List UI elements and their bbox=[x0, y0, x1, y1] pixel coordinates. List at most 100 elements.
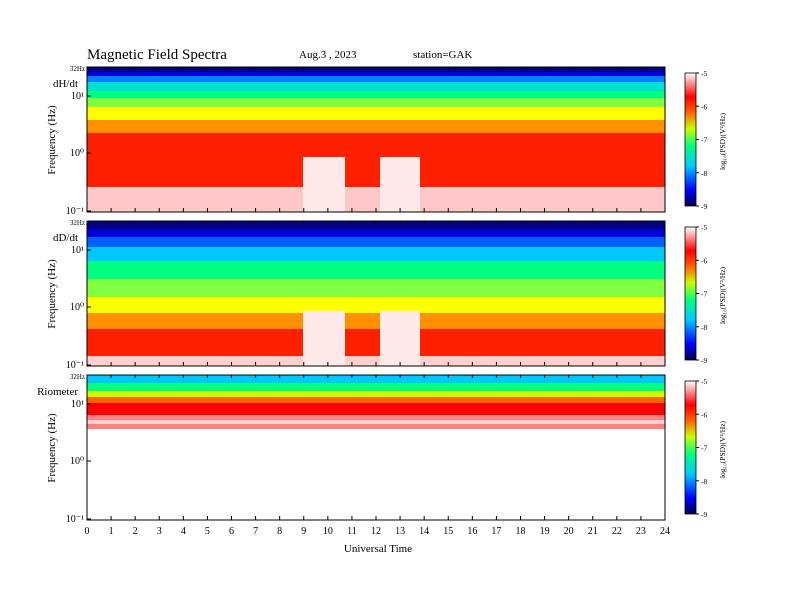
spectrogram-band bbox=[87, 420, 665, 424]
x-tick-label: 4 bbox=[181, 526, 186, 537]
spectrogram-band bbox=[87, 120, 665, 133]
colorbar-tick-label: -6 bbox=[701, 256, 707, 265]
spectrogram-band bbox=[87, 72, 665, 76]
colorbar-label: log₁₀(PSD)(V²/Hz) bbox=[718, 420, 727, 478]
spectrogram-band bbox=[87, 356, 665, 366]
spectrogram-band bbox=[87, 76, 665, 82]
colorbar-tick-label: -5 bbox=[701, 223, 707, 232]
quiet-region bbox=[380, 157, 420, 212]
x-tick-label: 19 bbox=[540, 526, 550, 537]
colorbar-tick-label: -8 bbox=[701, 323, 707, 332]
colorbar-tick-label: -7 bbox=[701, 290, 707, 299]
x-tick-label: 5 bbox=[205, 526, 210, 537]
quiet-region bbox=[380, 311, 420, 366]
spectrogram-band bbox=[87, 247, 665, 261]
colorbar bbox=[684, 226, 697, 361]
spectrogram-band bbox=[87, 329, 665, 356]
colorbar-label: log₁₀(PSD)(V²/Hz) bbox=[718, 112, 727, 170]
figure-date: Aug.3 , 2023 bbox=[299, 49, 357, 61]
spectrogram-band bbox=[87, 82, 665, 91]
colorbar-tick-label: -7 bbox=[701, 444, 707, 453]
x-tick-label: 13 bbox=[395, 526, 405, 537]
y-axis-label: Frequency (Hz) bbox=[46, 413, 58, 483]
y-axis-label: Frequency (Hz) bbox=[46, 105, 58, 175]
x-tick-label: 3 bbox=[157, 526, 162, 537]
x-tick-label: 8 bbox=[277, 526, 282, 537]
spectrogram-band bbox=[87, 279, 665, 297]
spectrogram-band bbox=[87, 297, 665, 313]
colorbar bbox=[684, 380, 697, 515]
top-frequency-label: 32Hz bbox=[70, 65, 85, 73]
x-tick-label: 2 bbox=[133, 526, 138, 537]
spectrogram-band bbox=[87, 261, 665, 279]
spectrogram-band bbox=[87, 229, 665, 237]
spectrogram-band bbox=[87, 391, 665, 397]
y-tick-label: 10¹ bbox=[71, 245, 84, 256]
panel-label: dH/dt bbox=[53, 78, 78, 90]
colorbar-tick-label: -8 bbox=[701, 169, 707, 178]
y-tick-label: 10¹ bbox=[71, 91, 84, 102]
x-tick-label: 7 bbox=[253, 526, 258, 537]
quiet-region bbox=[303, 311, 345, 366]
y-tick-label: 10⁻¹ bbox=[66, 360, 84, 371]
x-tick-label: 24 bbox=[660, 526, 670, 537]
colorbar-tick-label: -6 bbox=[701, 102, 707, 111]
colorbar-tick-label: -7 bbox=[701, 136, 707, 145]
colorbar-tick-label: -9 bbox=[701, 202, 707, 211]
spectrogram-band bbox=[87, 107, 665, 120]
x-tick-label: 14 bbox=[419, 526, 429, 537]
colorbar-label: log₁₀(PSD)(V²/Hz) bbox=[718, 266, 727, 324]
panel-label: Riometer bbox=[37, 386, 78, 398]
spectrogram-band bbox=[87, 397, 665, 403]
spectrogram-band bbox=[87, 313, 665, 329]
colorbar-tick-label: -8 bbox=[701, 477, 707, 486]
spectrogram-band bbox=[87, 383, 665, 391]
figure-title: Magnetic Field Spectra bbox=[87, 47, 227, 63]
y-tick-label: 10⁰ bbox=[70, 456, 84, 467]
spectrogram-image bbox=[87, 67, 665, 212]
spectrogram-panels: 32Hz dH/dt Frequency (Hz) 10¹ 10⁰ 10⁻¹ -5 -6 -7 -… bbox=[37, 65, 727, 537]
spectrogram-band bbox=[87, 429, 665, 520]
x-tick-label: 10 bbox=[323, 526, 333, 537]
spectrogram-band bbox=[87, 237, 665, 247]
y-tick-label: 10⁰ bbox=[70, 302, 84, 313]
spectrogram-band bbox=[87, 403, 665, 415]
colorbar-tick-label: -6 bbox=[701, 410, 707, 419]
x-tick-label: 21 bbox=[588, 526, 598, 537]
colorbar-tick-label: -5 bbox=[701, 377, 707, 386]
panel-label: dD/dt bbox=[53, 232, 78, 244]
spectrogram-band bbox=[87, 98, 665, 107]
x-tick-label: 6 bbox=[229, 526, 234, 537]
x-tick-label: 16 bbox=[467, 526, 477, 537]
x-tick-label: 23 bbox=[636, 526, 646, 537]
y-axis-label: Frequency (Hz) bbox=[46, 259, 58, 329]
spectrogram-band bbox=[87, 375, 665, 383]
colorbar-tick-label: -9 bbox=[701, 356, 707, 365]
x-tick-label: 11 bbox=[347, 526, 357, 537]
top-frequency-label: 32Hz bbox=[70, 373, 85, 381]
colorbar bbox=[684, 72, 697, 207]
x-axis-label: Universal Time bbox=[344, 543, 412, 555]
x-tick-label: 9 bbox=[301, 526, 306, 537]
x-tick-label: 18 bbox=[516, 526, 526, 537]
spectrogram-image bbox=[87, 375, 665, 520]
figure-station: station=GAK bbox=[413, 49, 472, 61]
x-tick-label: 22 bbox=[612, 526, 622, 537]
quiet-region bbox=[303, 157, 345, 212]
y-tick-label: 10⁰ bbox=[70, 148, 84, 159]
y-tick-label: 10⁻¹ bbox=[66, 514, 84, 525]
spectrogram-image bbox=[87, 221, 665, 366]
x-tick-label: 1 bbox=[109, 526, 114, 537]
spectrogram-band bbox=[87, 91, 665, 98]
x-tick-label: 0 bbox=[85, 526, 90, 537]
x-tick-label: 12 bbox=[371, 526, 381, 537]
colorbar-tick-label: -5 bbox=[701, 69, 707, 78]
spectrogram-band bbox=[87, 221, 665, 229]
x-tick-label: 20 bbox=[564, 526, 574, 537]
x-tick-label: 17 bbox=[491, 526, 501, 537]
y-tick-label: 10¹ bbox=[71, 399, 84, 410]
panel-1: 32Hz dD/dt Frequency (Hz) 10¹ 10⁰ 10⁻¹ -5 -6 -7 -… bbox=[46, 219, 727, 371]
panel-0: 32Hz dH/dt Frequency (Hz) 10¹ 10⁰ 10⁻¹ -5 -6 -7 -… bbox=[46, 65, 727, 217]
